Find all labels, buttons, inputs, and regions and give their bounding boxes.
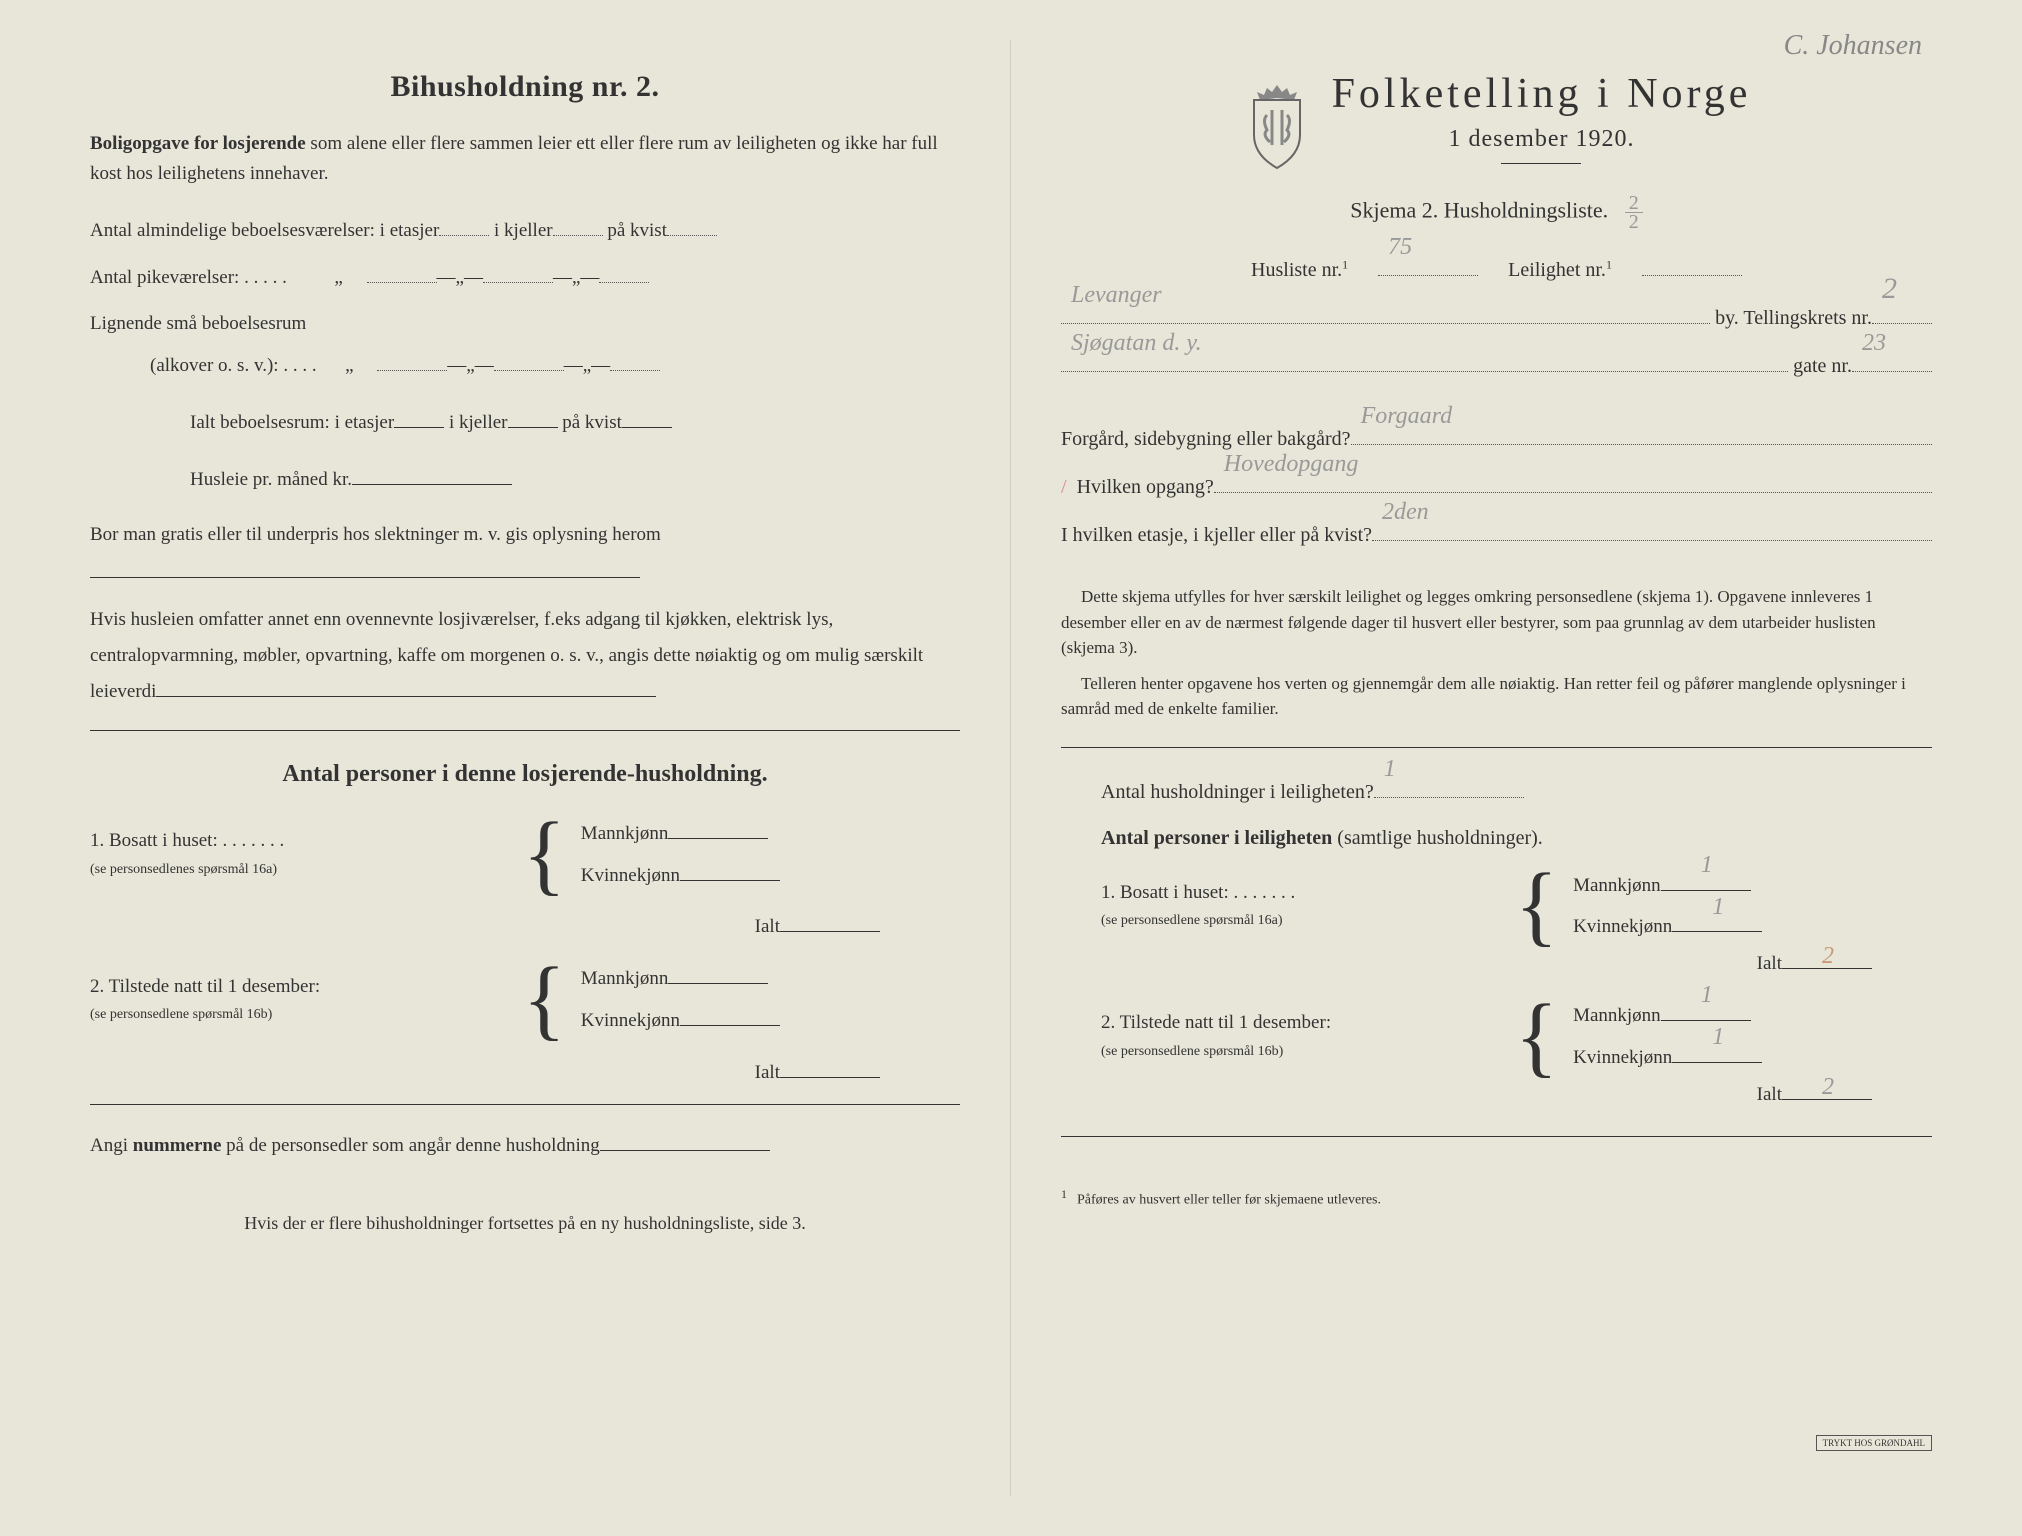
persons-title: Antal personer i denne losjerende-hushol… (90, 761, 960, 788)
rooms-line: Antal almindelige beboelsesværelser: i e… (90, 210, 960, 252)
coat-of-arms-icon (1242, 80, 1312, 170)
footnote: 1Påføres av husvert eller teller før skj… (1061, 1177, 1932, 1209)
header: Folketelling i Norge 1 desember 1920. (1061, 70, 1932, 174)
hush-row: Antal husholdninger i leiligheten? 1 (1061, 768, 1932, 816)
gate-row: Sjøgatan d. y. gate nr. 23 (1061, 342, 1932, 390)
handwritten-name: C. Johansen (1784, 30, 1922, 62)
instructions2: Telleren henter opgavene hos verten og g… (1061, 671, 1932, 722)
frac-handwritten: 22 (1625, 194, 1643, 231)
divider (1061, 1136, 1932, 1137)
main-title: Folketelling i Norge (1332, 70, 1752, 118)
brace-icon: { (523, 964, 566, 1036)
forgard-row: Forgård, sidebygning eller bakgård? Forg… (1061, 415, 1932, 463)
husliste-row: Husliste nr.1 75 Leilighet nr.1 (1061, 246, 1932, 294)
total-rooms: Ialt beboelsesrum: i etasjer i kjeller p… (90, 402, 960, 444)
alkover-line: Lignende små beboelsesrum (alkover o. s.… (90, 303, 960, 387)
opgang-row: / Hvilken opgang? Hovedopgang (1061, 463, 1932, 511)
divider (90, 730, 960, 731)
q2-block: 2. Tilstede natt til 1 desember: (se per… (90, 958, 960, 1042)
rq1-block: 1. Bosatt i huset: . . . . . . . (se per… (1061, 865, 1932, 949)
rq2-block: 2. Tilstede natt til 1 desember: (se per… (1061, 995, 1932, 1079)
divider (90, 1104, 960, 1105)
skjema-line: Skjema 2. Husholdningsliste. 22 (1061, 194, 1932, 231)
brace-icon: { (1515, 1001, 1558, 1073)
right-page: C. Johansen Folketelling i Norge 1 desem… (1011, 40, 1982, 1496)
q1-block: 1. Bosatt i huset: . . . . . . . (se per… (90, 813, 960, 897)
brace-icon: { (1515, 870, 1558, 942)
instructions1: Dette skjema utfylles for hver særskilt … (1061, 584, 1932, 661)
r-ialt2: Ialt2 (1061, 1084, 1932, 1106)
ialt2: Ialt (90, 1062, 960, 1084)
angi-line: Angi nummerne på de personsedler som ang… (90, 1125, 960, 1167)
etasje-row: I hvilken etasje, i kjeller eller på kvi… (1061, 511, 1932, 559)
intro-bold: Boligopgave for losjerende (90, 133, 306, 154)
pike-line: Antal pikeværelser: . . . . . „ —„——„— (90, 257, 960, 299)
divider (1061, 747, 1932, 748)
left-page: Bihusholdning nr. 2. Boligopgave for los… (40, 40, 1011, 1496)
ialt1: Ialt (90, 916, 960, 938)
left-title: Bihusholdning nr. 2. (90, 70, 960, 104)
free-rent: Bor man gratis eller til underpris hos s… (90, 516, 960, 592)
intro: Boligopgave for losjerende som alene ell… (90, 129, 960, 190)
rent-line: Husleie pr. måned kr. (90, 459, 960, 501)
printer-stamp: TRYKT HOS GRØNDAHL (1816, 1435, 1932, 1451)
brace-icon: { (523, 819, 566, 891)
census-date: 1 desember 1920. (1332, 126, 1752, 153)
rent-details: Hvis husleien omfatter annet enn ovennev… (90, 602, 960, 710)
pers-title: Antal personer i leiligheten (samtlige h… (1061, 816, 1932, 860)
r-ialt1: Ialt2 (1061, 953, 1932, 975)
footer-note: Hvis der er flere bihusholdninger fortse… (90, 1207, 960, 1239)
